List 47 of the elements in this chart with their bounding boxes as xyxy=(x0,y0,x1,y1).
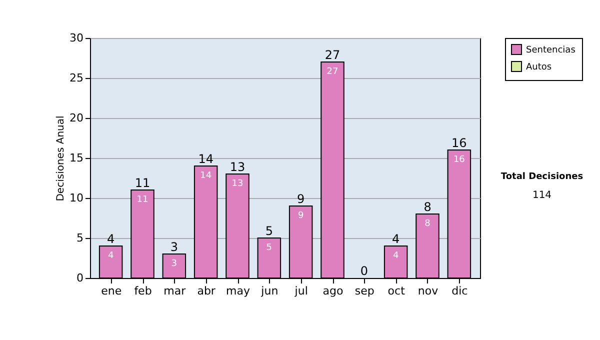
x-tick-label: ene xyxy=(101,284,122,298)
total-label: 0 xyxy=(360,264,368,278)
data-label: 9 xyxy=(298,211,304,221)
text: 114 xyxy=(532,190,552,201)
y-tick-label: 30 xyxy=(70,32,84,44)
x-tick-label: mar xyxy=(164,284,186,298)
x-tick-label: sep xyxy=(354,284,374,298)
y-tick-label: 0 xyxy=(76,272,84,284)
total-label: 9 xyxy=(297,192,305,206)
x-tick-label: oct xyxy=(388,284,406,298)
total-label: 27 xyxy=(324,48,340,62)
legend-label: Sentencias xyxy=(526,46,576,56)
y-tick-label: 25 xyxy=(70,72,84,84)
x-tick-label: jun xyxy=(260,284,278,298)
y-tick-label: 5 xyxy=(76,232,84,244)
legend-label: Autos xyxy=(526,62,552,72)
text: Total Decisiones xyxy=(500,172,584,182)
data-label: 4 xyxy=(108,251,114,261)
total-label: 14 xyxy=(198,152,214,166)
data-label: 4 xyxy=(392,251,399,261)
x-tick-label: dic xyxy=(452,284,468,298)
data-label: 3 xyxy=(171,259,178,269)
y-tick-label: 15 xyxy=(70,152,84,164)
data-label: 11 xyxy=(136,195,148,205)
x-tick-label: may xyxy=(226,284,250,298)
data-label: 5 xyxy=(266,243,272,253)
data-label: 13 xyxy=(232,179,244,189)
data-label: 27 xyxy=(326,67,338,77)
x-tick-label: abr xyxy=(197,284,216,298)
y-tick-label: 10 xyxy=(70,192,84,204)
data-label: 16 xyxy=(453,155,466,165)
total-label: 4 xyxy=(392,232,400,246)
total-label: 3 xyxy=(170,240,178,254)
x-tick-label: nov xyxy=(418,284,439,298)
total-label: 13 xyxy=(230,160,246,174)
total-label: 5 xyxy=(265,224,273,238)
total-label: 4 xyxy=(107,232,115,246)
total-label: 8 xyxy=(424,200,432,214)
total-label: 16 xyxy=(452,136,467,150)
x-tick-label: feb xyxy=(134,284,152,298)
x-tick-label: jul xyxy=(294,284,308,298)
y-axis-title: Decisiones Anual xyxy=(56,116,67,202)
x-tick-label: ago xyxy=(322,284,344,298)
data-label: 8 xyxy=(424,219,431,229)
y-tick-label: 20 xyxy=(70,112,84,124)
data-label: 14 xyxy=(200,171,212,181)
total-label: 11 xyxy=(134,176,150,190)
